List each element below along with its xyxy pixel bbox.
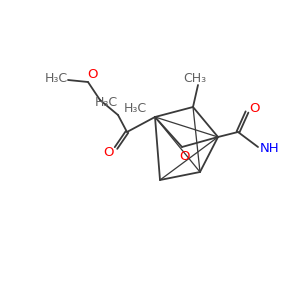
Text: O: O	[179, 151, 189, 164]
Text: O: O	[103, 146, 113, 160]
Text: H₃C: H₃C	[123, 103, 147, 116]
Text: O: O	[88, 68, 98, 80]
Text: O: O	[250, 103, 260, 116]
Text: H₃C: H₃C	[94, 97, 118, 110]
Text: CH₃: CH₃	[183, 71, 207, 85]
Text: NH: NH	[260, 142, 280, 154]
Text: H₃C: H₃C	[44, 73, 68, 85]
